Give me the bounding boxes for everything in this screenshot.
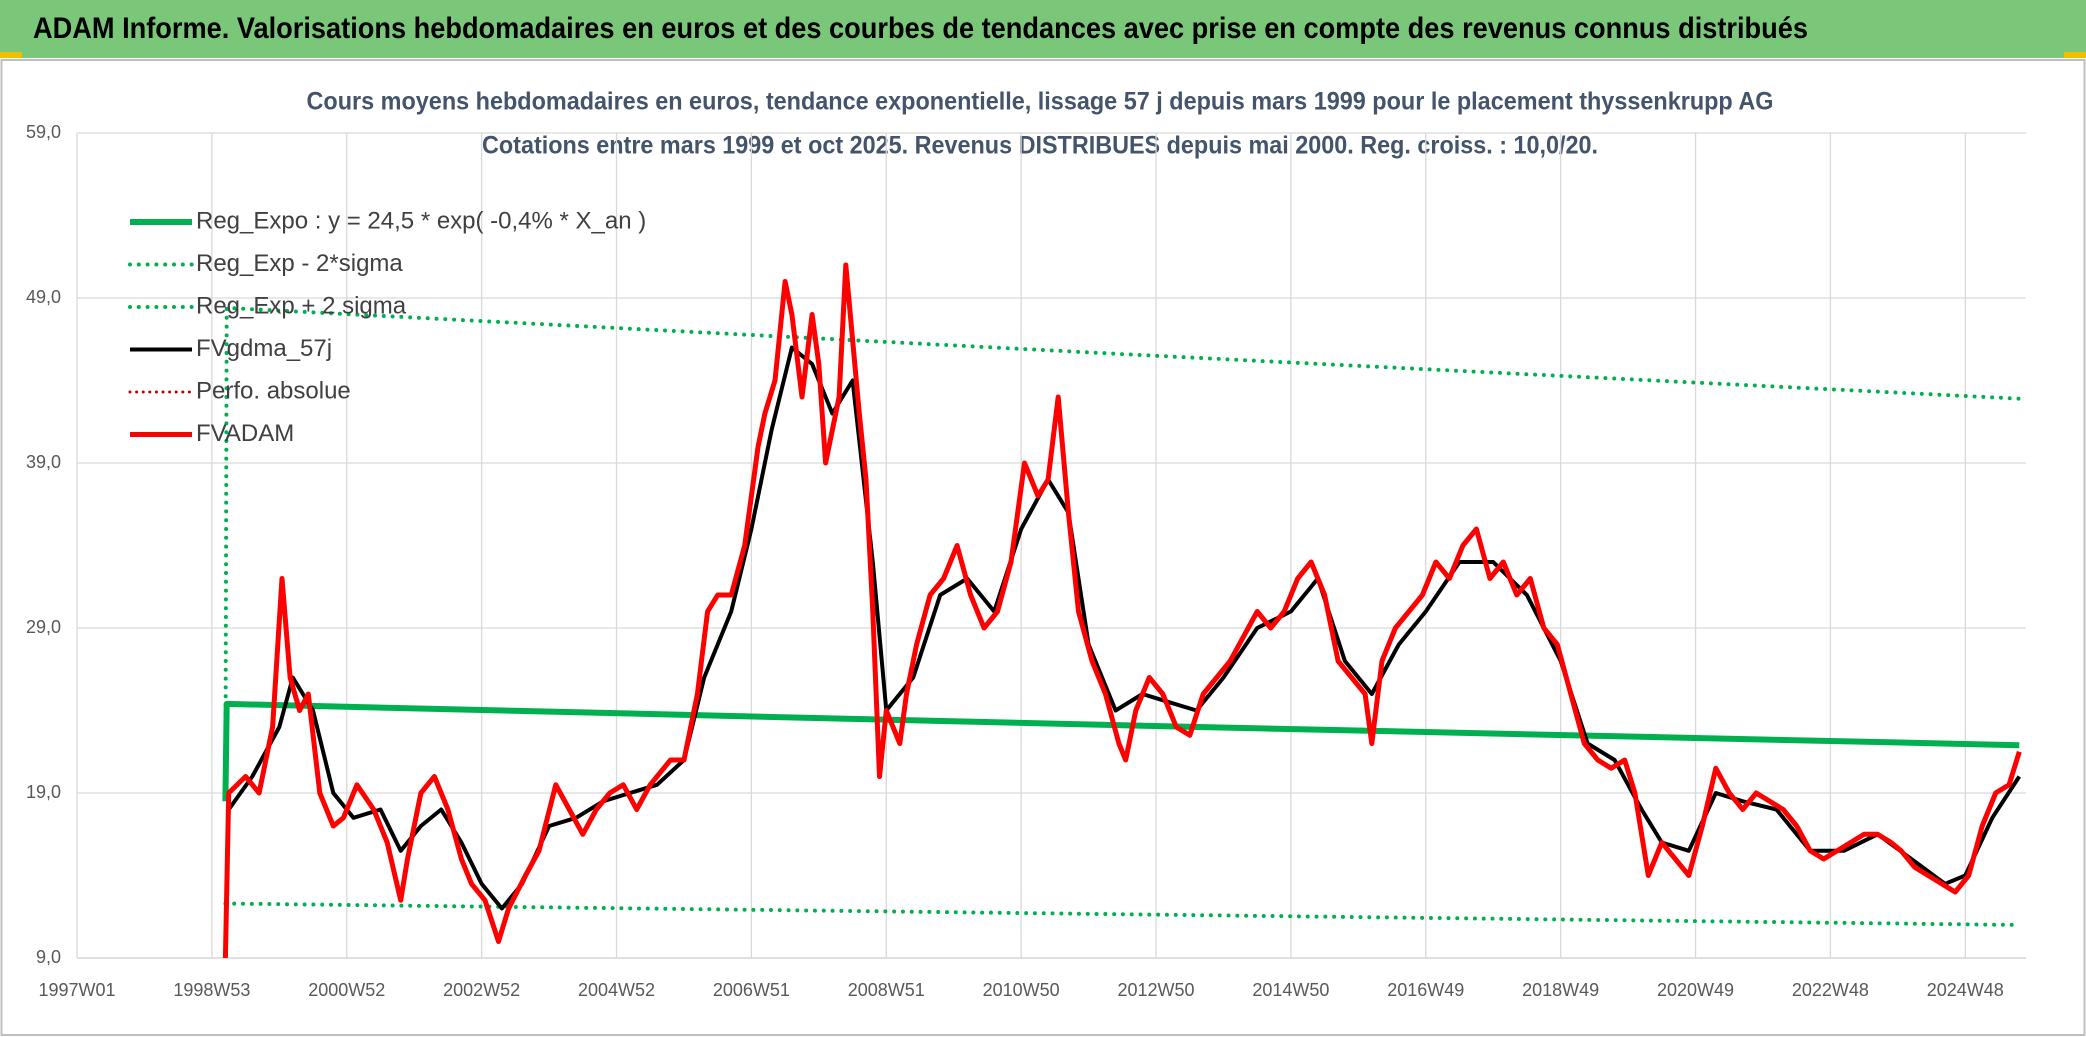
x-tick-label: 2016W49 (1387, 980, 1464, 1000)
x-tick-label: 2014W50 (1252, 980, 1329, 1000)
legend-label: Reg_Exp + 2 sigma (196, 292, 407, 319)
corner-mark (0, 52, 22, 58)
corner-mark (2064, 52, 2086, 58)
x-tick-label: 2020W49 (1657, 980, 1734, 1000)
plot (222, 262, 2022, 959)
header-title: ADAM Informe. Valorisations hebdomadaire… (33, 12, 1808, 45)
legend-label: Perfo. absolue (196, 377, 351, 404)
chart-title: Cours moyens hebdomadaires en euros, ten… (307, 88, 1774, 116)
x-tick-label: 1997W01 (38, 980, 115, 1000)
y-tick-label: 59,0 (26, 122, 61, 142)
series-line (223, 305, 2022, 795)
y-tick-label: 39,0 (26, 452, 61, 472)
chart-subtitle: Cotations entre mars 1999 et oct 2025. R… (482, 132, 1598, 160)
y-tick-label: 29,0 (26, 617, 61, 637)
x-tick-label: 2002W52 (443, 980, 520, 1000)
legend-label: FVgdma_57j (196, 335, 332, 362)
x-tick-label: 2022W48 (1792, 980, 1869, 1000)
series-line (223, 901, 2022, 927)
x-tick-label: 2010W50 (983, 980, 1060, 1000)
x-tick-label: 2000W52 (308, 980, 385, 1000)
y-tick-label: 49,0 (26, 287, 61, 307)
x-tick-label: 2004W52 (578, 980, 655, 1000)
legend-label: FVADAM (196, 420, 294, 447)
y-tick-label: 19,0 (26, 782, 61, 802)
legend-label: Reg_Exp - 2*sigma (196, 250, 403, 277)
x-tick-label: 2008W51 (848, 980, 925, 1000)
series-line (222, 700, 2020, 802)
x-tick-label: 2012W50 (1117, 980, 1194, 1000)
x-tick-label: 2024W48 (1927, 980, 2004, 1000)
series-line (227, 345, 2021, 911)
x-tick-label: 1998W53 (173, 980, 250, 1000)
y-tick-label: 9,0 (36, 947, 61, 967)
x-tick-label: 2006W51 (713, 980, 790, 1000)
frame (0, 59, 2086, 1036)
header-bar (0, 0, 2086, 58)
legend: Reg_Expo : y = 24,5 * exp( -0,4% * X_an … (128, 207, 646, 447)
series-line (222, 262, 2022, 959)
legend-label: Reg_Expo : y = 24,5 * exp( -0,4% * X_an … (196, 207, 646, 234)
grid: 9,0 19,0 29,0 39,0 49,0 59,0 1997W01 1998W53 200… (26, 122, 2026, 1000)
x-tick-label: 2018W49 (1522, 980, 1599, 1000)
